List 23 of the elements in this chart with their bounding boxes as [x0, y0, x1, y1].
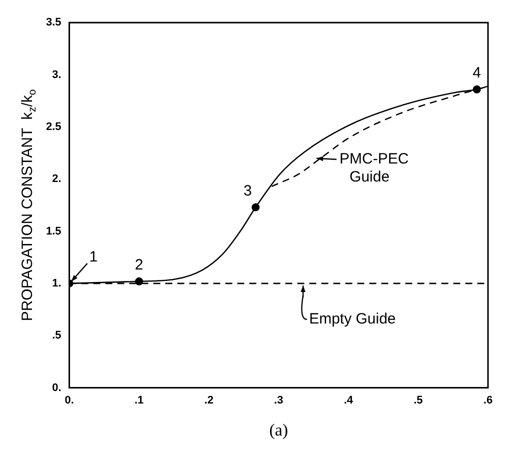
y-tick-label: 1.: [52, 277, 62, 290]
y-tick-label: 2.: [52, 173, 62, 186]
x-tick-label: .6: [483, 394, 493, 406]
x-tick-label: 0.: [64, 394, 74, 406]
x-tick-label: .3: [274, 394, 284, 406]
annotation: 2: [134, 256, 144, 274]
x-tick-label: .4: [344, 394, 354, 406]
annotation: 3: [243, 182, 252, 200]
y-tick-label: 2.5: [46, 120, 62, 133]
text: (a): [269, 420, 288, 440]
annotation: Empty Guide: [309, 310, 396, 328]
x-tick-label: .1: [134, 394, 144, 406]
x-tick-label: .5: [414, 394, 423, 406]
y-tick-label: 1.5: [46, 225, 62, 238]
y-tick-label: .5: [52, 330, 62, 342]
annotation: 1: [89, 248, 98, 266]
annotation: PMC-PEC Guide: [340, 150, 409, 186]
y-axis-title: PROPAGATION CONSTANT kz/ko: [19, 89, 38, 322]
y-tick-label: 3.: [52, 68, 62, 81]
annotation: 4: [472, 64, 482, 82]
y-tick-label: 3.5: [46, 16, 62, 29]
x-tick-label: .2: [204, 394, 214, 406]
y-tick-label: 0.: [52, 382, 62, 394]
